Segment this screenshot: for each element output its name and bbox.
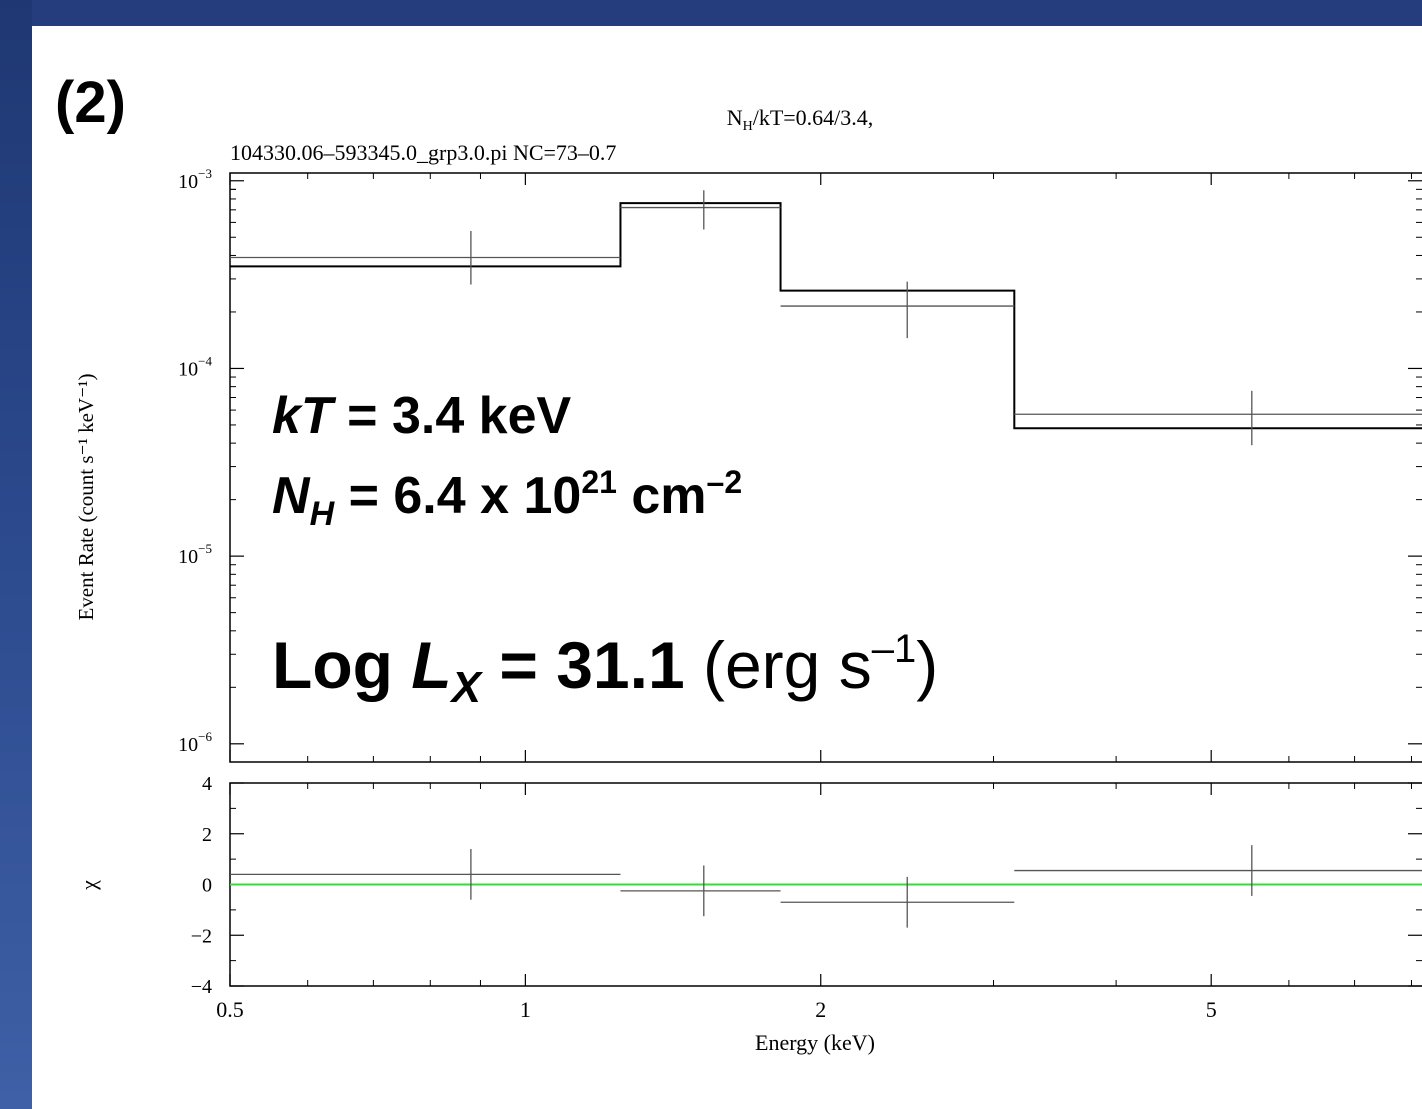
resid-y-tick-label: −2 — [191, 925, 212, 947]
y-axis-label: Event Rate (count s⁻¹ keV⁻¹) — [74, 373, 98, 620]
x-axis-label: Energy (keV) — [755, 1030, 875, 1055]
panel-label: (2) — [55, 70, 126, 135]
model-step-line — [230, 202, 1422, 430]
resid-y-tick-label: 4 — [202, 773, 212, 795]
resid-y-tick-label: 2 — [202, 824, 212, 846]
resid-y-tick-label: −4 — [191, 976, 212, 998]
chart-title-line2: 104330.06–593345.0_grp3.0.pi NC=73–0.7 — [230, 140, 616, 165]
resid-y-tick-label: 0 — [202, 875, 212, 897]
y-tick-label: 10−4 — [178, 353, 212, 380]
slide-top-bar — [0, 0, 1422, 26]
y-tick-label: 10−5 — [178, 541, 212, 568]
main-plot: 10−3 10−4 10−5 10−6 — [178, 166, 1422, 763]
slide-left-bar — [0, 0, 32, 1109]
main-plot-frame — [229, 172, 1422, 763]
lx-annotation: Log LX = 31.1 (erg s–1) — [272, 627, 938, 712]
nh-annotation: NH = 6.4 x 1021 cm–2 — [272, 464, 742, 533]
y-tick-label: 10−3 — [178, 166, 212, 193]
residual-y-label: χ — [76, 880, 101, 891]
x-tick-label: 1 — [520, 997, 531, 1022]
kt-annotation: kT = 3.4 keV — [272, 387, 572, 445]
x-tick-label: 5 — [1206, 997, 1217, 1022]
x-tick-label: 0.5 — [216, 997, 244, 1022]
x-tick-label: 2 — [815, 997, 826, 1022]
chart-title-line1: NH/kT=0.64/3.4, — [727, 105, 874, 134]
y-tick-label: 10−6 — [178, 729, 212, 756]
residual-plot: 4 2 0 −2 −40.5 1 2 5 — [191, 773, 1422, 1022]
